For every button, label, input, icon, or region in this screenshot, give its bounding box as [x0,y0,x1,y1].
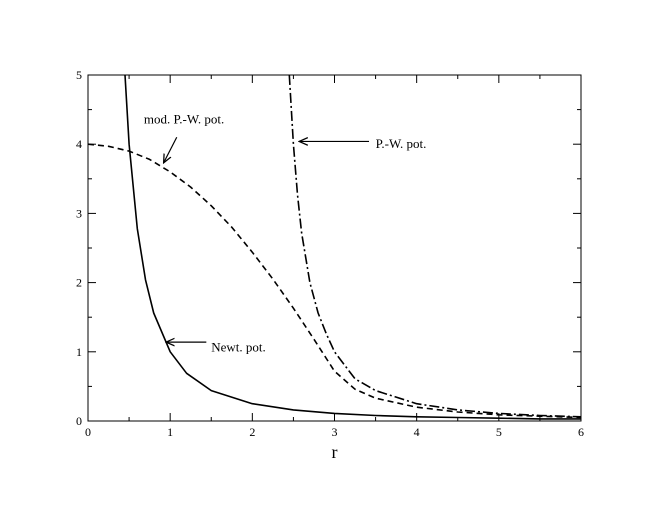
series-layer [88,75,581,420]
y-tick-label: 4 [76,137,82,151]
annotation-arrow [164,137,178,163]
y-tick-label: 5 [76,68,82,82]
series-line-solid [124,75,581,420]
annotation-label: P.-W. pot. [376,136,427,151]
series-line-dashdot [288,75,581,418]
x-axis-title: r [332,442,338,462]
x-tick-label: 4 [414,425,420,439]
labels-layer: 0 1 2 3 4 5 6 0 1 2 3 4 5 [76,68,584,439]
x-tick-label: 1 [167,425,173,439]
annotation-label: mod. P.-W. pot. [144,111,224,126]
x-tick-label: 0 [85,425,91,439]
series-line-dashed [88,143,581,419]
y-tick-label: 2 [76,276,82,290]
plot-frame [87,74,582,422]
x-tick-label: 5 [496,425,502,439]
ticks-layer [87,74,582,422]
annotation-label: Newt. pot. [211,340,266,355]
x-tick-label: 2 [249,425,255,439]
x-tick-label: 3 [332,425,338,439]
y-tick-label: 3 [76,206,82,220]
annotations-layer: mod. P.-W. pot. P.-W. pot. Newt. pot. [144,111,427,354]
y-tick-label: 1 [76,345,82,359]
x-tick-label: 6 [578,425,584,439]
y-tick-label: 0 [76,414,82,428]
